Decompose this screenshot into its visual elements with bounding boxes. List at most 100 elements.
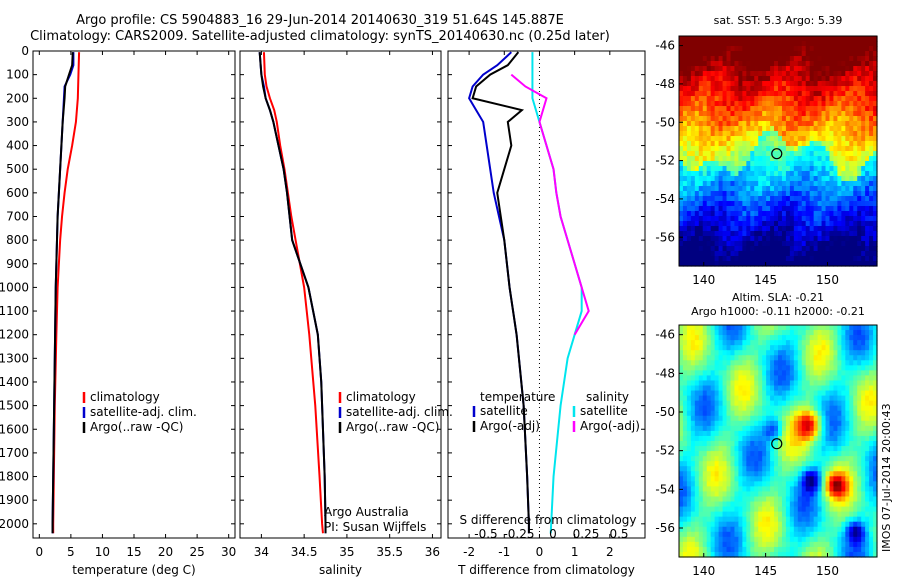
map-cell [770, 435, 775, 442]
map-cell [837, 81, 842, 87]
map-cell [770, 216, 775, 222]
map-cell [857, 425, 862, 432]
map-cell [698, 330, 704, 336]
map-cell [694, 491, 700, 498]
map-cell [821, 101, 827, 107]
map-cell [770, 261, 775, 267]
map-cell [774, 451, 779, 457]
map-cell [817, 51, 823, 57]
map-cell [766, 151, 771, 157]
map-cell [686, 196, 692, 202]
map-cell [853, 211, 858, 217]
map-cell [805, 86, 811, 92]
map-cell [706, 350, 712, 356]
map-cell [722, 191, 728, 197]
map-cell [857, 146, 862, 152]
map-cell [766, 405, 771, 412]
map-cell [762, 231, 767, 237]
map-cell [730, 226, 736, 232]
map-cell [845, 201, 850, 207]
map-cell [781, 166, 787, 172]
map-cell [762, 111, 767, 117]
map-cell [861, 76, 866, 82]
map-cell [738, 435, 743, 442]
map-cell [746, 116, 751, 122]
map-cell [694, 91, 700, 97]
map-cell [833, 56, 838, 62]
map-cell [742, 256, 747, 262]
map-cell [857, 226, 862, 232]
map-cell [726, 81, 732, 87]
map-cell [797, 231, 803, 237]
map-cell [718, 435, 724, 442]
map-cell [738, 86, 743, 92]
map-cell [865, 405, 870, 412]
map-cell [865, 116, 870, 122]
map-cell [869, 435, 874, 442]
map-cell [789, 486, 795, 493]
map-cell [770, 111, 775, 117]
map-cell [738, 526, 743, 533]
map-cell [817, 380, 823, 387]
map-cell [690, 385, 696, 392]
map-cell [833, 171, 838, 177]
map-cell [821, 451, 827, 457]
map-cell [837, 166, 842, 172]
map-cell [869, 141, 874, 147]
map-cell [762, 400, 767, 407]
map-cell [813, 96, 819, 102]
map-cell [682, 106, 688, 112]
map-cell [785, 226, 791, 232]
map-cell [706, 496, 712, 503]
map-cell [750, 370, 755, 377]
map-cell [694, 231, 700, 237]
map-cell [770, 355, 775, 361]
map-cell [686, 51, 692, 57]
map-cell [813, 46, 819, 52]
map-cell [698, 415, 704, 422]
map-cell [829, 420, 835, 427]
legend-label: Argo(..raw -QC) [346, 420, 439, 434]
map-cell [746, 385, 751, 392]
map-cell [702, 536, 708, 543]
map-cell [766, 121, 771, 127]
map-cell [754, 186, 759, 192]
map-cell [758, 66, 763, 72]
map-cell [865, 481, 870, 487]
map-cell [829, 96, 835, 102]
map-cell [698, 446, 704, 452]
series-s_argo [510, 73, 590, 336]
map-cell [805, 481, 811, 487]
map-cell [857, 380, 862, 387]
map-cell [837, 456, 842, 462]
map-cell [865, 81, 870, 87]
map-cell [738, 410, 743, 417]
map-cell [869, 121, 874, 127]
map-cell [774, 491, 779, 498]
map-cell [742, 476, 747, 482]
map-cell [734, 456, 739, 462]
map-cell [730, 420, 736, 427]
map-cell [734, 521, 739, 528]
map-cell [789, 380, 795, 387]
map-cell [829, 350, 835, 356]
map-cell [754, 456, 759, 462]
map-cell [781, 191, 787, 197]
map-cell [742, 196, 747, 202]
map-cell [754, 435, 759, 442]
map-cell [722, 101, 728, 107]
map-cell [797, 151, 803, 157]
map-cell [726, 491, 732, 498]
map-cell [778, 141, 783, 147]
map-cell [865, 491, 870, 498]
map-cell [869, 101, 874, 107]
map-cell [694, 66, 700, 72]
map-cell [762, 325, 767, 331]
map-cell [690, 256, 696, 262]
map-cell [738, 355, 743, 361]
map-cell [750, 186, 755, 192]
map-cell [734, 531, 739, 538]
map-cell [781, 491, 787, 498]
map-cell [797, 400, 803, 407]
map-cell [738, 146, 743, 152]
